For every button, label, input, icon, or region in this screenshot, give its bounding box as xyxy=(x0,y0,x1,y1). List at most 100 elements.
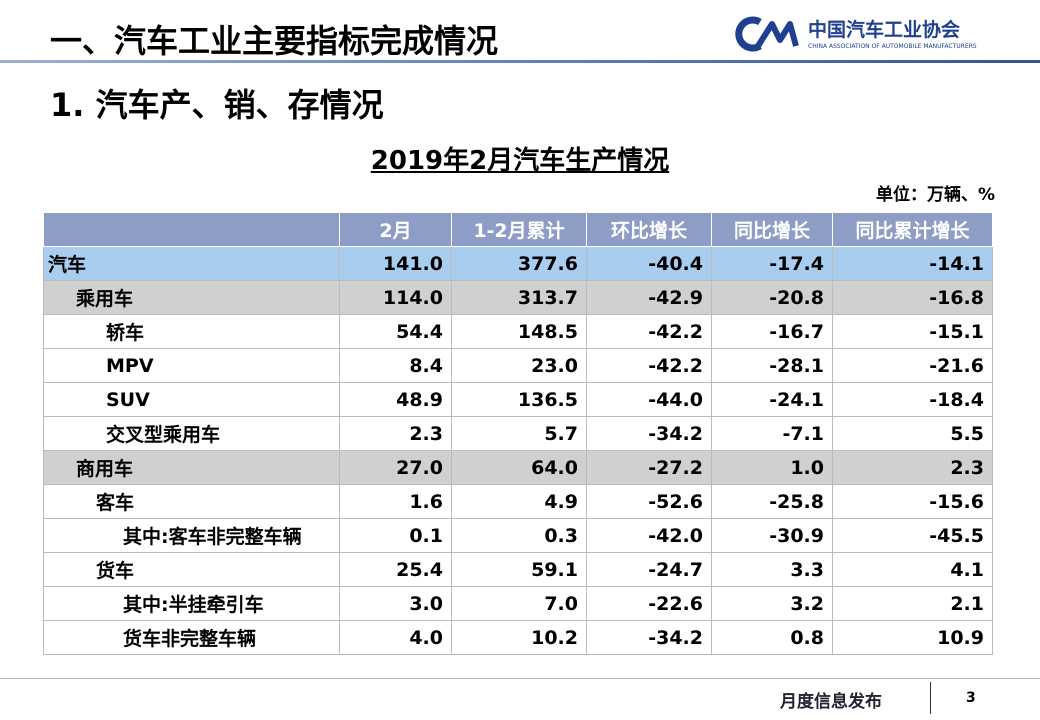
cell-value: -42.2 xyxy=(586,348,712,383)
column-header: 环比增长 xyxy=(586,212,712,247)
cell-value: -34.2 xyxy=(586,620,712,655)
table-title: 2019年2月汽车生产情况 xyxy=(370,146,670,176)
table-row: 其中:客车非完整车辆 0.1 0.3 -42.0 -30.9 -45.5 xyxy=(43,518,993,553)
cell-value: 5.7 xyxy=(451,416,587,451)
cell-value: 1.0 xyxy=(711,450,833,485)
cell-value: 2.1 xyxy=(832,586,993,621)
cell-value: -52.6 xyxy=(586,484,712,519)
row-label: 交叉型乘用车 xyxy=(43,416,340,451)
cell-value: 23.0 xyxy=(451,348,587,383)
cell-value: -16.7 xyxy=(711,314,833,349)
cell-value: 4.9 xyxy=(451,484,587,519)
cell-value: 3.3 xyxy=(711,552,833,587)
cell-value: 2.3 xyxy=(339,416,452,451)
column-header: 同比增长 xyxy=(711,212,833,247)
row-label: 货车 xyxy=(43,552,340,587)
cell-value: -34.2 xyxy=(586,416,712,451)
cell-value: -17.4 xyxy=(711,246,833,281)
table-row: 其中:半挂牵引车 3.0 7.0 -22.6 3.2 2.1 xyxy=(43,586,993,621)
logo-cn: 中国汽车工业协会 xyxy=(808,18,960,41)
table-row: MPV 8.4 23.0 -42.2 -28.1 -21.6 xyxy=(43,348,993,383)
column-header: 同比累计增长 xyxy=(832,212,993,247)
cell-value: 4.0 xyxy=(339,620,452,655)
cell-value: -15.1 xyxy=(832,314,993,349)
cell-value: -24.1 xyxy=(711,382,833,417)
cell-value: 3.0 xyxy=(339,586,452,621)
cell-value: -21.6 xyxy=(832,348,993,383)
cell-value: 48.9 xyxy=(339,382,452,417)
cell-value: -20.8 xyxy=(711,280,833,315)
cell-value: 10.9 xyxy=(832,620,993,655)
cell-value: 10.2 xyxy=(451,620,587,655)
slide-title: 一、汽车工业主要指标完成情况 xyxy=(50,22,499,60)
cell-value: -44.0 xyxy=(586,382,712,417)
page-number: 3 xyxy=(966,690,976,706)
cell-value: 148.5 xyxy=(451,314,587,349)
table-row: 客车 1.6 4.9 -52.6 -25.8 -15.6 xyxy=(43,484,993,519)
row-label: 商用车 xyxy=(43,450,340,485)
cell-value: -30.9 xyxy=(711,518,833,553)
column-header: 1-2月累计 xyxy=(451,212,587,247)
cell-value: 114.0 xyxy=(339,280,452,315)
row-label: 货车非完整车辆 xyxy=(43,620,340,655)
row-label: 客车 xyxy=(43,484,340,519)
cell-value: -18.4 xyxy=(832,382,993,417)
cell-value: 25.4 xyxy=(339,552,452,587)
cell-value: -14.1 xyxy=(832,246,993,281)
cell-value: 377.6 xyxy=(451,246,587,281)
cell-value: -15.6 xyxy=(832,484,993,519)
table-row: 商用车 27.0 64.0 -27.2 1.0 2.3 xyxy=(43,450,993,485)
cell-value: 8.4 xyxy=(339,348,452,383)
footer-divider xyxy=(930,682,931,714)
cell-value: -25.8 xyxy=(711,484,833,519)
cell-value: 3.2 xyxy=(711,586,833,621)
unit: 单位：万辆、% xyxy=(875,185,995,205)
cell-value: -42.2 xyxy=(586,314,712,349)
cell-value: 59.1 xyxy=(451,552,587,587)
logo-en: CHINA ASSOCIATION OF AUTOMOBILE MANUFACT… xyxy=(808,43,977,50)
cell-value: 141.0 xyxy=(339,246,452,281)
table-row: 货车 25.4 59.1 -24.7 3.3 4.1 xyxy=(43,552,993,587)
table-row: 乘用车 114.0 313.7 -42.9 -20.8 -16.8 xyxy=(43,280,993,315)
row-label: MPV xyxy=(43,348,340,383)
cell-value: 54.4 xyxy=(339,314,452,349)
row-label: 其中:半挂牵引车 xyxy=(43,586,340,621)
cell-value: -45.5 xyxy=(832,518,993,553)
cell-value: 4.1 xyxy=(832,552,993,587)
cell-value: 2.3 xyxy=(832,450,993,485)
cell-value: 136.5 xyxy=(451,382,587,417)
cell-value: -42.9 xyxy=(586,280,712,315)
cell-value: 1.6 xyxy=(339,484,452,519)
row-label: SUV xyxy=(43,382,340,417)
cell-value: 7.0 xyxy=(451,586,587,621)
table-row: 轿车 54.4 148.5 -42.2 -16.7 -15.1 xyxy=(43,314,993,349)
cell-value: -24.7 xyxy=(586,552,712,587)
row-label: 汽车 xyxy=(43,246,340,281)
cell-value: 313.7 xyxy=(451,280,587,315)
row-label: 其中:客车非完整车辆 xyxy=(43,518,340,553)
footer-rule xyxy=(0,678,1040,679)
cell-value: 0.3 xyxy=(451,518,587,553)
table-row: 汽车 141.0 377.6 -40.4 -17.4 -14.1 xyxy=(43,246,993,281)
cell-value: -7.1 xyxy=(711,416,833,451)
row-label: 轿车 xyxy=(43,314,340,349)
cell-value: -28.1 xyxy=(711,348,833,383)
table-row: 货车非完整车辆 4.0 10.2 -34.2 0.8 10.9 xyxy=(43,620,993,655)
logo: 中国汽车工业协会 CHINA ASSOCIATION OF AUTOMOBILE… xyxy=(735,16,977,52)
footer-text: 月度信息发布 xyxy=(780,692,882,712)
corner xyxy=(43,212,340,247)
cell-value: 64.0 xyxy=(451,450,587,485)
cell-value: -42.0 xyxy=(586,518,712,553)
table-row: 交叉型乘用车 2.3 5.7 -34.2 -7.1 5.5 xyxy=(43,416,993,451)
cell-value: 5.5 xyxy=(832,416,993,451)
column-header: 2月 xyxy=(339,212,452,247)
cell-value: 0.8 xyxy=(711,620,833,655)
cell-value: 27.0 xyxy=(339,450,452,485)
data-table: 2月 1-2月累计 环比增长 同比增长 同比累计增长 汽车 141.0 377.6 -40.4-… xyxy=(43,212,993,655)
subtitle: 1. 汽车产、销、存情况 xyxy=(50,86,384,124)
row-label: 乘用车 xyxy=(43,280,340,315)
cell-value: -16.8 xyxy=(832,280,993,315)
table-row: SUV 48.9 136.5 -44.0 -24.1 -18.4 xyxy=(43,382,993,417)
cell-value: -27.2 xyxy=(586,450,712,485)
